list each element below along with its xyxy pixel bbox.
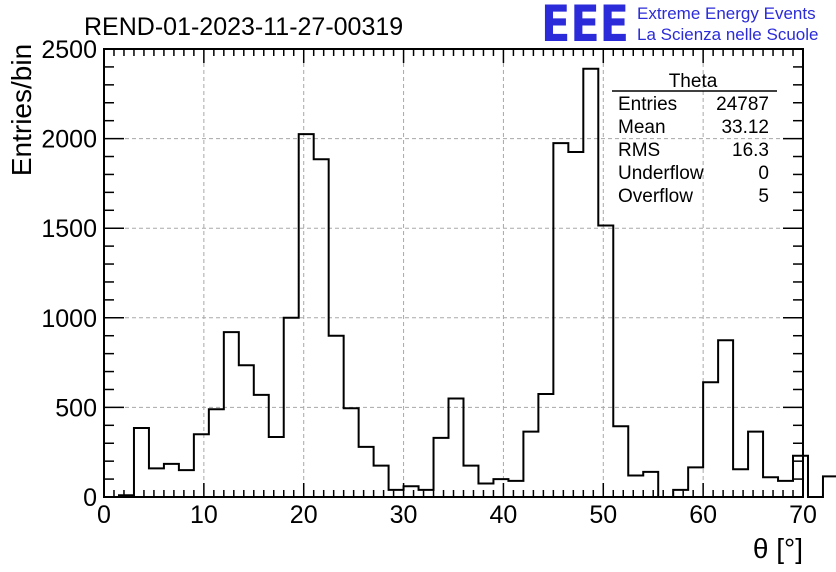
grid-lines	[104, 49, 803, 497]
x-tick-label: 10	[190, 501, 218, 529]
y-tick-label: 500	[55, 394, 97, 422]
x-tick-label: 50	[589, 501, 617, 529]
y-tick-label: 1500	[41, 215, 97, 243]
stats-row-value: 33.12	[721, 117, 769, 138]
y-tick-label: 0	[83, 484, 97, 512]
x-tick-label: 30	[390, 501, 418, 529]
y-tick-label: 1000	[41, 305, 97, 333]
eee-logo-line2: La Scienza nelle Scuole	[637, 25, 818, 44]
stats-row-value: 16.3	[732, 140, 769, 161]
y-tick-label: 2500	[41, 36, 97, 64]
eee-logo-line1: Extreme Energy Events	[637, 4, 816, 23]
x-axis-ticks: 0 10 20 30 40 50 60 70	[97, 49, 817, 529]
x-tick-label: 0	[97, 501, 111, 529]
stats-row-label: Entries	[618, 94, 677, 115]
stats-row-value: 24787	[716, 94, 769, 115]
x-tick-label: 70	[789, 501, 817, 529]
stats-box: Theta Entries 24787 Mean 33.12 RMS 16.3 Underf…	[612, 71, 777, 207]
y-tick-label: 2000	[41, 126, 97, 154]
stats-row-value: 0	[758, 163, 769, 184]
eee-logo-mark: EEE	[541, 0, 629, 53]
x-axis-label: θ [°]	[753, 533, 803, 564]
stats-title: Theta	[669, 71, 718, 92]
x-tick-label: 60	[689, 501, 717, 529]
stats-row-label: RMS	[618, 140, 660, 161]
plot-title: REND-01-2023-11-27-00319	[84, 13, 403, 41]
y-axis-ticks: 0 500 1000 1500 2000 2500	[41, 36, 803, 512]
x-tick-label: 40	[490, 501, 518, 529]
stats-row-value: 5	[758, 186, 769, 207]
histogram-steps	[104, 67, 836, 498]
x-tick-label: 20	[290, 501, 318, 529]
stats-row-label: Mean	[618, 117, 666, 138]
stats-row-label: Overflow	[618, 186, 693, 207]
stats-row-label: Underflow	[618, 163, 704, 184]
y-axis-label: Entries/bin	[6, 44, 37, 176]
eee-logo: EEE Extreme Energy Events La Scienza nel…	[541, 0, 818, 53]
